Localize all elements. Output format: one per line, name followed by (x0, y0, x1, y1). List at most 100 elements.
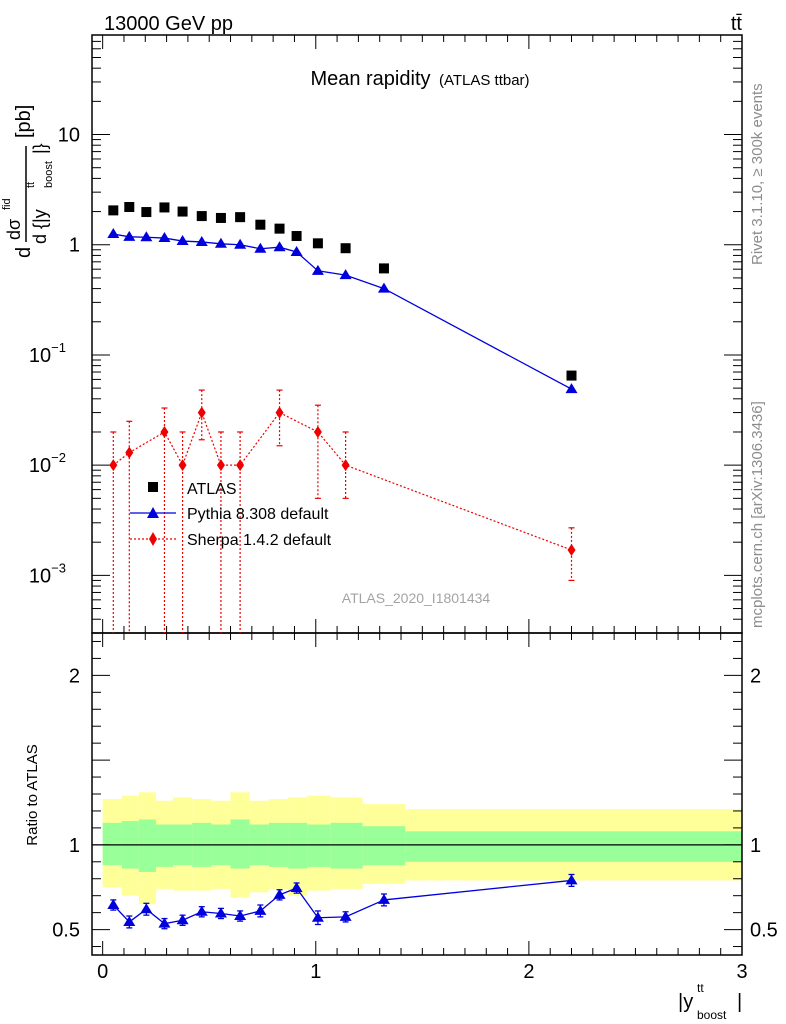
pythia-point (273, 241, 286, 252)
pythia-point (234, 238, 247, 249)
rivet-label: Rivet 3.1.10, ≥ 300k events (749, 83, 766, 265)
header-process: tt̄ (731, 13, 743, 35)
atlas-point (215, 212, 226, 223)
pythia-point (140, 231, 153, 242)
band-inner-bin (138, 819, 156, 872)
band-inner-bin (330, 822, 363, 869)
x-label-close: | (737, 991, 742, 1013)
pythia-point (254, 242, 267, 253)
atlas-point (141, 207, 152, 218)
band-inner-bin (102, 822, 122, 866)
atlas-point (159, 202, 170, 213)
pythia-point (195, 235, 208, 246)
y-bottom-tick-label-right: 1 (750, 835, 761, 857)
atlas-point (108, 205, 119, 216)
pythia-point (107, 228, 120, 239)
pythia-line (113, 233, 572, 390)
legend-marker-sherpa (149, 532, 157, 546)
band-inner-bin (155, 824, 173, 867)
plot-title-main: Mean rapidity (310, 68, 430, 90)
pythia-ratio-point (234, 910, 247, 921)
y-top-tick-label: 10−3 (29, 560, 66, 587)
atlas-point (566, 370, 577, 381)
band-inner-bin (230, 819, 250, 869)
plot-title-sub: (ATLAS ttbar) (439, 72, 530, 89)
y-top-tick-label: 10 (58, 125, 80, 147)
legend-label-atlas: ATLAS (187, 481, 237, 498)
x-tick-label: 2 (523, 961, 534, 983)
atlas-point (274, 223, 285, 234)
pythia-ratio-point (254, 904, 267, 915)
pythia-ratio-point (214, 907, 227, 918)
y-top-tick-label: 1 (69, 235, 80, 257)
atlas-point (291, 231, 302, 242)
atlas-point (378, 263, 389, 274)
sherpa-point (109, 459, 118, 472)
y-bottom-tick-label-left: 2 (69, 665, 80, 687)
bottom-panel-frame (91, 632, 743, 956)
sherpa-point (313, 425, 322, 438)
bottom-ylabel: Ratio to ATLAS (24, 744, 41, 845)
pythia-ratio-point (158, 917, 171, 928)
top-ylabel-den-base: d {|y (30, 209, 50, 244)
legend-label-pythia: Pythia 8.308 default (187, 506, 329, 523)
atlas-point (312, 238, 323, 249)
pythia-ratio-point (565, 874, 578, 885)
pythia-ratio-point (123, 915, 136, 926)
pythia-ratio-point (273, 888, 286, 899)
x-tick-label: 1 (310, 961, 321, 983)
band-inner-bin (288, 822, 308, 869)
sherpa-point (236, 459, 245, 472)
sherpa-point (178, 459, 187, 472)
band-inner-bin (362, 826, 406, 866)
pythia-point (377, 282, 390, 293)
pythia-point (290, 245, 303, 256)
band-inner-bin (405, 831, 742, 862)
pythia-point (123, 230, 136, 241)
x-tick-label: 0 (97, 961, 108, 983)
header-energy: 13000 GeV pp (104, 13, 233, 35)
atlas-point (235, 212, 246, 223)
atlas-point (340, 243, 351, 254)
sherpa-point (567, 543, 576, 556)
atlas-point (177, 206, 188, 217)
pythia-point (214, 237, 227, 248)
legend-marker-pythia (147, 507, 159, 518)
sherpa-point (197, 406, 206, 419)
atlas-point (196, 211, 207, 222)
y-top-tick-label: 10−1 (29, 340, 66, 367)
legend: ATLAS Pythia 8.308 default Sherpa 1.4.2 … (130, 481, 332, 549)
y-top-tick-label: 10−2 (29, 450, 66, 477)
pythia-point (311, 264, 324, 275)
x-axis-label: |y tt boost | (678, 981, 742, 1022)
legend-marker-atlas (148, 482, 158, 492)
band-inner-bin (307, 824, 331, 867)
top-ylabel-den-sub: boost (43, 161, 55, 188)
sherpa-point (125, 446, 134, 459)
pythia-point (565, 383, 578, 394)
top-ylabel-den-close: |} (30, 143, 50, 154)
x-tick-label: 3 (736, 961, 747, 983)
sherpa-point (341, 459, 350, 472)
x-label-base: |y (678, 991, 693, 1013)
pythia-ratio-point (290, 882, 303, 893)
top-ylabel-d: d (13, 247, 35, 258)
pythia-ratio-point (107, 899, 120, 910)
sherpa-point (216, 459, 225, 472)
y-bottom-tick-label-left: 0.5 (52, 920, 80, 942)
mcplots-label: mcplots.cern.ch [arXiv:1306.3436] (749, 401, 766, 628)
sherpa-point (275, 406, 284, 419)
y-bottom-tick-label-right: 0.5 (750, 920, 778, 942)
top-ylabel-den: tt (25, 182, 37, 188)
atlas-point (255, 219, 266, 230)
pythia-point (158, 232, 171, 243)
pythia-ratio-point (339, 910, 352, 921)
y-bottom-tick-label-left: 1 (69, 835, 80, 857)
top-ylabel-fid: fid (1, 198, 13, 210)
plot-title: Mean rapidity (ATLAS ttbar) (310, 68, 529, 90)
top-ylabel-unit: [pb] (13, 105, 35, 138)
top-ylabel-dsigma: dσ (4, 219, 24, 240)
pythia-ratio-point (377, 893, 390, 904)
pythia-ratio-point (311, 911, 324, 922)
